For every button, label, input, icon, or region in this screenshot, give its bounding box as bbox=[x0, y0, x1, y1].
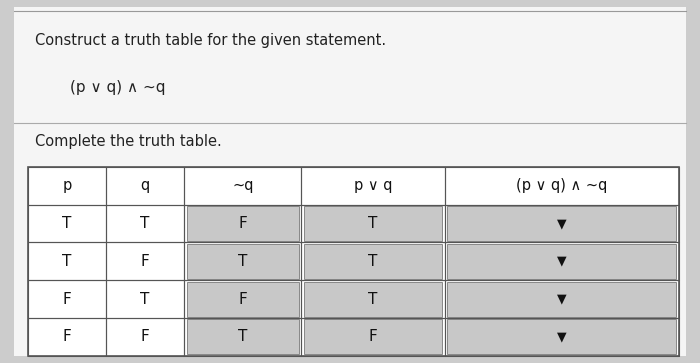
Bar bbox=[28, 167, 106, 205]
Bar bbox=[444, 167, 679, 205]
Bar bbox=[184, 280, 302, 318]
Text: F: F bbox=[141, 254, 150, 269]
Text: ~q: ~q bbox=[232, 178, 253, 193]
Bar bbox=[302, 280, 444, 318]
Text: p ∨ q: p ∨ q bbox=[354, 178, 392, 193]
Text: T: T bbox=[368, 254, 378, 269]
Text: F: F bbox=[239, 216, 247, 231]
Text: T: T bbox=[62, 216, 71, 231]
Text: (p ∨ q) ∧ ~q: (p ∨ q) ∧ ~q bbox=[516, 178, 608, 193]
Bar bbox=[184, 205, 302, 242]
Bar bbox=[302, 205, 444, 242]
Text: F: F bbox=[63, 329, 71, 344]
Bar bbox=[444, 318, 679, 356]
Bar bbox=[444, 242, 679, 280]
Bar bbox=[106, 205, 184, 242]
Bar bbox=[106, 318, 184, 356]
Text: ▼: ▼ bbox=[557, 293, 566, 306]
Text: T: T bbox=[368, 216, 378, 231]
Text: ▼: ▼ bbox=[557, 330, 566, 343]
Bar bbox=[106, 280, 184, 318]
Text: ▼: ▼ bbox=[557, 255, 566, 268]
Text: F: F bbox=[141, 329, 150, 344]
Text: T: T bbox=[238, 254, 248, 269]
Text: p: p bbox=[62, 178, 71, 193]
Text: F: F bbox=[239, 291, 247, 307]
Bar bbox=[304, 319, 442, 354]
Text: T: T bbox=[62, 254, 71, 269]
Bar bbox=[28, 318, 106, 356]
Bar bbox=[302, 242, 444, 280]
Text: Construct a truth table for the given statement.: Construct a truth table for the given st… bbox=[35, 33, 386, 48]
Text: T: T bbox=[141, 216, 150, 231]
Bar bbox=[28, 205, 106, 242]
Text: T: T bbox=[368, 291, 378, 307]
Bar bbox=[304, 282, 442, 317]
Bar bbox=[28, 167, 679, 356]
Bar bbox=[28, 242, 106, 280]
Bar bbox=[187, 244, 299, 279]
Text: q: q bbox=[141, 178, 150, 193]
Bar bbox=[184, 318, 302, 356]
Text: Complete the truth table.: Complete the truth table. bbox=[35, 134, 222, 149]
Bar bbox=[187, 206, 299, 241]
Bar bbox=[28, 280, 106, 318]
Bar bbox=[184, 242, 302, 280]
Bar bbox=[187, 282, 299, 317]
Bar bbox=[304, 206, 442, 241]
Text: ▼: ▼ bbox=[557, 217, 566, 230]
Bar bbox=[302, 318, 444, 356]
Text: F: F bbox=[63, 291, 71, 307]
Text: (p ∨ q) ∧ ~q: (p ∨ q) ∧ ~q bbox=[70, 80, 165, 95]
Bar bbox=[447, 282, 676, 317]
Bar bbox=[106, 167, 184, 205]
Bar bbox=[304, 244, 442, 279]
Text: T: T bbox=[141, 291, 150, 307]
Bar bbox=[302, 167, 444, 205]
Text: F: F bbox=[369, 329, 377, 344]
Bar bbox=[447, 206, 676, 241]
Bar bbox=[447, 244, 676, 279]
Bar bbox=[447, 319, 676, 354]
Bar bbox=[184, 167, 302, 205]
Bar bbox=[187, 319, 299, 354]
Bar bbox=[106, 242, 184, 280]
Text: T: T bbox=[238, 329, 248, 344]
Bar bbox=[444, 280, 679, 318]
Bar bbox=[444, 205, 679, 242]
